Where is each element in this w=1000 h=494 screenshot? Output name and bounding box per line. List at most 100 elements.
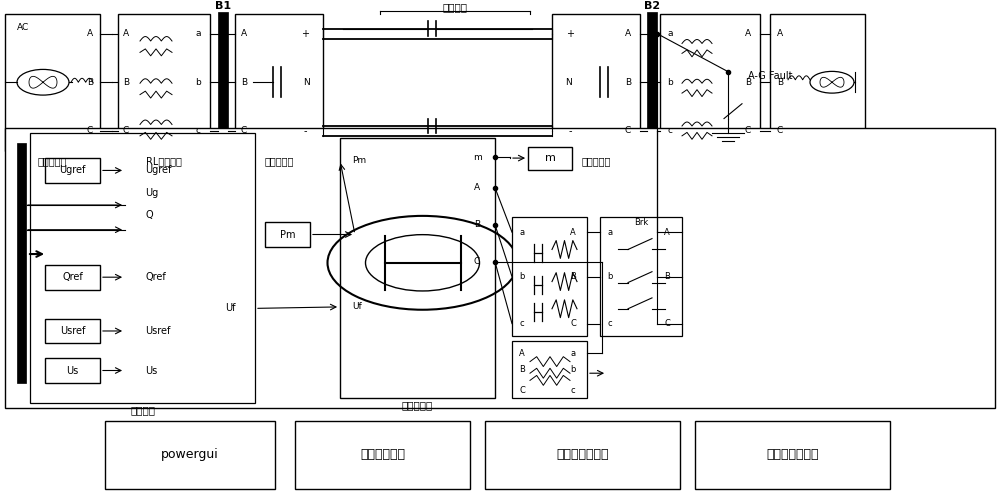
Bar — [5, 14, 100, 151]
Text: b: b — [667, 78, 673, 87]
Bar — [105, 421, 275, 489]
Text: m: m — [545, 153, 555, 163]
Text: A-G Fault: A-G Fault — [748, 71, 792, 81]
Text: AC: AC — [17, 23, 29, 32]
Text: B: B — [474, 220, 480, 229]
Text: c: c — [608, 319, 612, 328]
Text: 整流站模块: 整流站模块 — [264, 157, 294, 166]
Text: A: A — [777, 29, 783, 38]
Text: C: C — [474, 257, 480, 266]
Text: Usref: Usref — [145, 326, 170, 336]
Bar — [647, 12, 657, 156]
Text: 整流站控制模块: 整流站控制模块 — [556, 449, 609, 461]
Bar — [17, 143, 26, 383]
Text: -: - — [303, 126, 307, 136]
Bar — [600, 217, 682, 336]
Text: B: B — [745, 78, 751, 87]
Text: Us: Us — [66, 366, 79, 375]
Text: A: A — [123, 29, 129, 38]
Text: a: a — [667, 29, 673, 38]
Text: Uf: Uf — [225, 303, 235, 313]
Bar — [45, 358, 100, 383]
Bar — [552, 14, 640, 151]
Text: c: c — [195, 126, 200, 135]
Text: C: C — [241, 126, 247, 135]
Text: B2: B2 — [644, 1, 660, 11]
Text: B: B — [123, 78, 129, 87]
Text: A: A — [625, 29, 631, 38]
Text: c: c — [571, 386, 575, 395]
Text: C: C — [123, 126, 129, 135]
Bar — [528, 147, 572, 170]
Text: Us: Us — [145, 366, 157, 375]
Bar — [485, 421, 680, 489]
Text: 逆变站控制模块: 逆变站控制模块 — [766, 449, 819, 461]
Text: Pm: Pm — [280, 230, 295, 240]
Text: 逆变站模块: 逆变站模块 — [581, 157, 611, 166]
Bar — [45, 158, 100, 183]
Text: A: A — [241, 29, 247, 38]
Text: b: b — [570, 365, 576, 374]
Text: powergui: powergui — [161, 449, 219, 461]
Text: b: b — [607, 272, 613, 281]
Bar — [30, 133, 255, 403]
Text: B: B — [241, 78, 247, 87]
Bar — [512, 341, 587, 398]
Text: A: A — [519, 349, 525, 358]
Bar — [340, 138, 495, 398]
Text: N: N — [304, 78, 310, 87]
Text: A: A — [745, 29, 751, 38]
Text: a: a — [607, 228, 613, 237]
Text: B: B — [570, 272, 576, 281]
Bar — [512, 217, 587, 336]
Text: A: A — [570, 228, 576, 237]
Text: Qref: Qref — [145, 272, 166, 282]
Text: B: B — [625, 78, 631, 87]
Text: B: B — [664, 272, 670, 281]
Text: b: b — [195, 78, 201, 87]
Bar — [695, 421, 890, 489]
Text: C: C — [664, 319, 670, 328]
Bar — [45, 265, 100, 289]
Text: b: b — [519, 272, 525, 281]
Text: C: C — [570, 319, 576, 328]
Bar — [218, 12, 228, 156]
Text: m: m — [473, 153, 481, 162]
Text: +: + — [301, 29, 309, 39]
Text: Usref: Usref — [60, 326, 85, 336]
Bar — [265, 222, 310, 247]
Text: B: B — [519, 365, 525, 374]
Text: +: + — [566, 29, 574, 39]
Text: A: A — [87, 29, 93, 38]
Bar — [770, 14, 865, 151]
Text: C: C — [87, 126, 93, 135]
Text: B: B — [87, 78, 93, 87]
Text: a: a — [519, 228, 525, 237]
Text: B: B — [777, 78, 783, 87]
Text: c: c — [668, 126, 672, 135]
Text: a: a — [195, 29, 201, 38]
Text: 数据采集模块: 数据采集模块 — [360, 449, 405, 461]
Text: N: N — [565, 78, 571, 87]
Text: a: a — [570, 349, 576, 358]
Text: C: C — [745, 126, 751, 135]
Text: 三相电压源: 三相电压源 — [38, 157, 67, 166]
Text: A: A — [474, 183, 480, 192]
Text: Ugref: Ugref — [59, 165, 86, 175]
Text: Pm: Pm — [352, 156, 366, 165]
Text: C: C — [519, 386, 525, 395]
Text: 直流线路: 直流线路 — [442, 2, 468, 12]
Text: A: A — [664, 228, 670, 237]
Text: C: C — [625, 126, 631, 135]
Bar — [118, 14, 210, 151]
Text: Qref: Qref — [62, 272, 83, 282]
Bar — [235, 14, 323, 151]
Text: Ugref: Ugref — [145, 165, 171, 175]
Text: Ug: Ug — [145, 188, 158, 198]
Text: C: C — [777, 126, 783, 135]
Bar — [45, 319, 100, 343]
Text: 同步调相机: 同步调相机 — [402, 401, 433, 411]
Text: Brk: Brk — [634, 218, 648, 227]
Bar — [295, 421, 470, 489]
Text: RL并联支路: RL并联支路 — [146, 157, 182, 166]
